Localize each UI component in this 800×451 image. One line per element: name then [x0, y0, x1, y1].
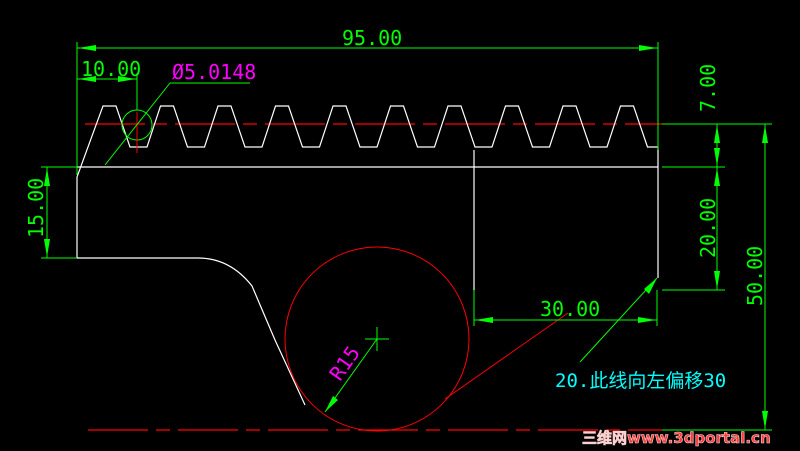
body-outline — [76, 177, 306, 406]
diameter-leader — [104, 82, 171, 166]
arc-circle — [284, 246, 470, 432]
radius-label: R15 — [324, 342, 364, 385]
total-height-dimension: 50.00 — [743, 246, 767, 306]
watermark: 三维网www.3dportal.cn — [582, 429, 771, 447]
diameter-label: Ø5.0148 — [172, 60, 256, 84]
annotation-leader — [579, 277, 658, 363]
offset-annotation: 20.此线向左偏移30 — [555, 370, 726, 392]
tooth-height-dimension: 7.00 — [696, 64, 720, 112]
right-height-dimension: 20.00 — [696, 198, 720, 258]
rack-teeth-profile — [76, 105, 658, 178]
tooth-offset-dimension: 10.00 — [81, 57, 141, 81]
tangent-line — [444, 312, 569, 400]
offset-width-dimension: 30.00 — [540, 297, 600, 321]
width-dimension: 95.00 — [342, 26, 402, 50]
left-height-dimension: 15.00 — [24, 178, 48, 238]
